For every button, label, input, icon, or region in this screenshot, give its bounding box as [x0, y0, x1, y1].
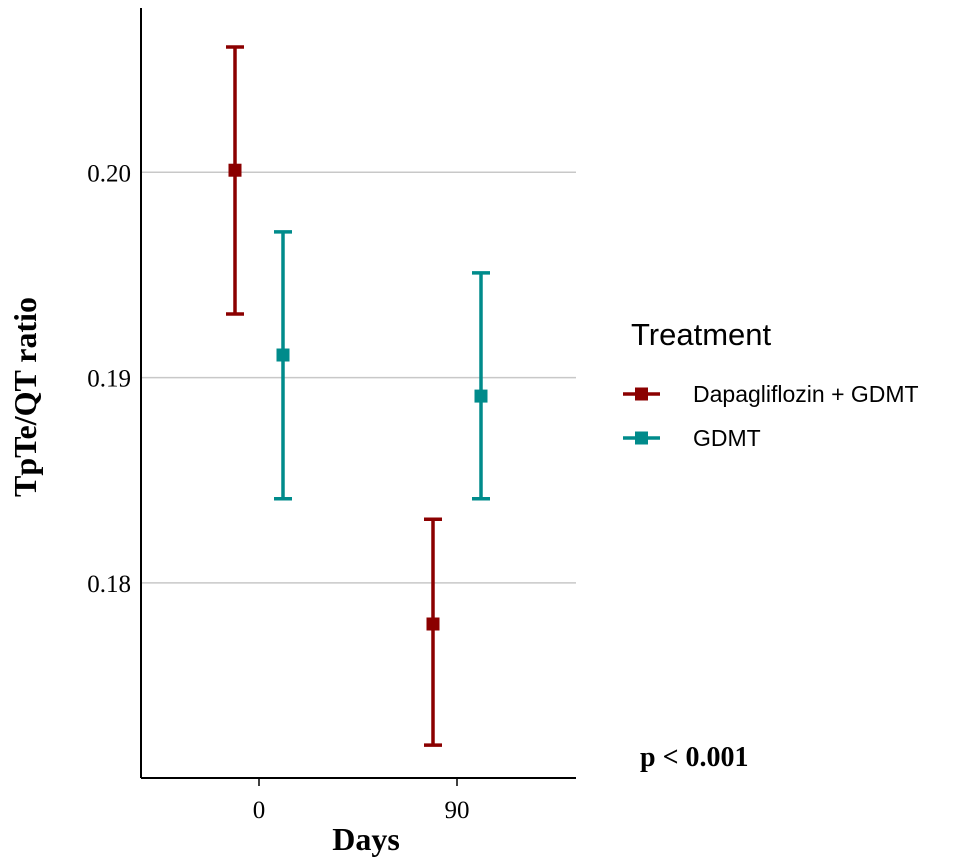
legend-item: Dapagliflozin + GDMT [623, 381, 919, 407]
gridlines [141, 171, 576, 584]
mean-point [426, 617, 440, 631]
legend-title: Treatment [631, 317, 772, 352]
legend-item: GDMT [623, 425, 761, 451]
x-tick-labels: 0 90 [253, 778, 470, 824]
legend-label: GDMT [693, 425, 761, 451]
legend: Treatment Dapagliflozin + GDMT GDMT [623, 317, 919, 451]
series-0 [226, 45, 442, 747]
mean-point [474, 389, 488, 403]
p-value-annotation: p < 0.001 [640, 742, 749, 773]
x-tick-label: 90 [445, 797, 470, 824]
x-axis-title: Days [332, 821, 400, 857]
mean-point [276, 348, 290, 362]
x-tick-label: 0 [253, 797, 266, 824]
y-tick-labels: 0.18 0.19 0.20 [87, 160, 131, 598]
legend-marker [635, 431, 648, 445]
y-axis-title: TpTe/QT ratio [7, 297, 43, 497]
legend-marker [635, 387, 648, 401]
y-tick-label: 0.20 [87, 160, 131, 187]
y-tick-label: 0.19 [87, 366, 131, 393]
series-1 [274, 230, 490, 501]
legend-label: Dapagliflozin + GDMT [693, 381, 919, 407]
series-layer [226, 45, 490, 747]
mean-point [228, 163, 242, 177]
y-tick-label: 0.18 [87, 571, 131, 598]
legend-items: Dapagliflozin + GDMT GDMT [623, 381, 919, 451]
